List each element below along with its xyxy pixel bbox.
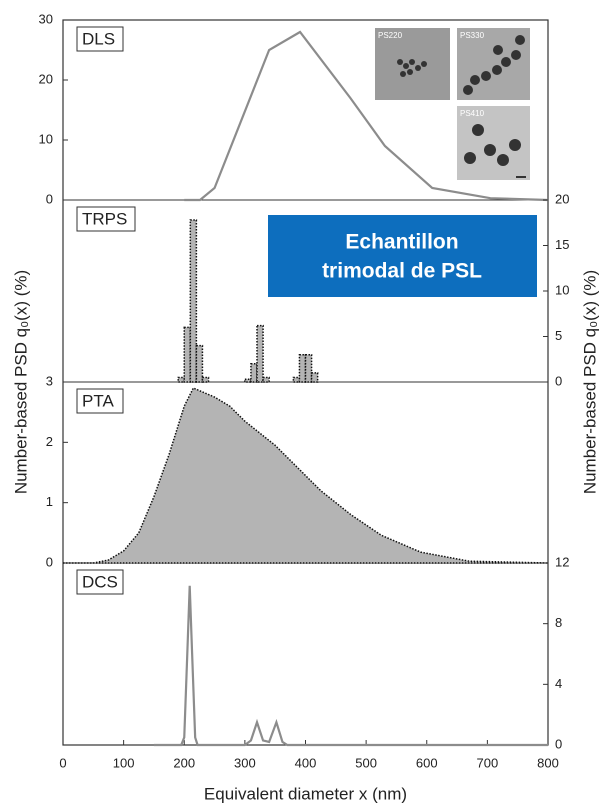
inset-label: PS220 bbox=[378, 31, 403, 40]
panel-label: TRPS bbox=[82, 209, 127, 228]
particles bbox=[397, 35, 526, 178]
y2-tick-label: 15 bbox=[555, 237, 569, 252]
panel-label: DCS bbox=[82, 572, 118, 591]
histogram-bar bbox=[262, 376, 270, 383]
y-tick-label: 1 bbox=[46, 494, 53, 509]
histogram-bar bbox=[292, 376, 301, 383]
x-tick-label: 0 bbox=[59, 755, 66, 770]
y-axis-label: Number-based PSD q₀(x) (%) bbox=[11, 270, 30, 494]
annotation-box bbox=[268, 215, 537, 297]
annotation-text: trimodal de PSL bbox=[322, 260, 482, 283]
histogram-bar bbox=[177, 376, 185, 383]
y2-axis-label: Number-based PSD q₀(x) (%) bbox=[580, 270, 599, 494]
x-tick-label: 700 bbox=[477, 755, 499, 770]
y-tick-label: 3 bbox=[46, 373, 53, 388]
y-tick-label: 0 bbox=[46, 554, 53, 569]
x-tick-label: 100 bbox=[113, 755, 135, 770]
y2-tick-label: 4 bbox=[555, 676, 562, 691]
inset-images bbox=[375, 28, 530, 180]
x-axis-label: Equivalent diameter x (nm) bbox=[204, 784, 407, 803]
data-area bbox=[63, 387, 549, 564]
y-tick-label: 2 bbox=[46, 434, 53, 449]
y2-tick-label: 8 bbox=[555, 615, 562, 630]
histogram-bar bbox=[195, 344, 204, 383]
x-tick-label: 600 bbox=[416, 755, 438, 770]
histogram-bar bbox=[310, 372, 319, 383]
y2-tick-label: 10 bbox=[555, 282, 569, 297]
panel-label: DLS bbox=[82, 29, 115, 48]
y2-tick-label: 20 bbox=[555, 191, 569, 206]
histogram-bar bbox=[256, 324, 264, 383]
y2-tick-label: 5 bbox=[555, 328, 562, 343]
annotation-text: Echantillon bbox=[345, 231, 458, 254]
inset-label: PS330 bbox=[460, 31, 485, 40]
histogram-bar bbox=[201, 376, 210, 383]
x-tick-label: 200 bbox=[173, 755, 195, 770]
histogram-bar bbox=[244, 378, 252, 383]
histogram-bar bbox=[183, 326, 192, 383]
data-line bbox=[153, 585, 548, 747]
panel-label: PTA bbox=[82, 391, 114, 410]
histogram-bar bbox=[304, 353, 313, 383]
histogram-bar bbox=[189, 219, 198, 383]
panel-label-box bbox=[76, 388, 124, 414]
y2-tick-label: 0 bbox=[555, 736, 562, 751]
x-tick-label: 300 bbox=[234, 755, 256, 770]
histogram-bar bbox=[250, 363, 258, 383]
x-tick-label: 500 bbox=[355, 755, 377, 770]
y2-tick-label: 0 bbox=[555, 373, 562, 388]
y-tick-label: 0 bbox=[46, 191, 53, 206]
y2-tick-label: 12 bbox=[555, 554, 569, 569]
histogram-bar bbox=[298, 353, 307, 383]
y-tick-label: 20 bbox=[39, 71, 53, 86]
inset-label: PS410 bbox=[460, 109, 485, 118]
y-tick-label: 30 bbox=[39, 11, 53, 26]
y-tick-label: 10 bbox=[39, 131, 53, 146]
data-line bbox=[184, 30, 549, 202]
x-tick-label: 400 bbox=[295, 755, 317, 770]
panel-label-box bbox=[76, 569, 124, 595]
panel-label-box bbox=[76, 206, 136, 232]
panel-label-box bbox=[76, 26, 124, 52]
x-tick-label: 800 bbox=[537, 755, 559, 770]
